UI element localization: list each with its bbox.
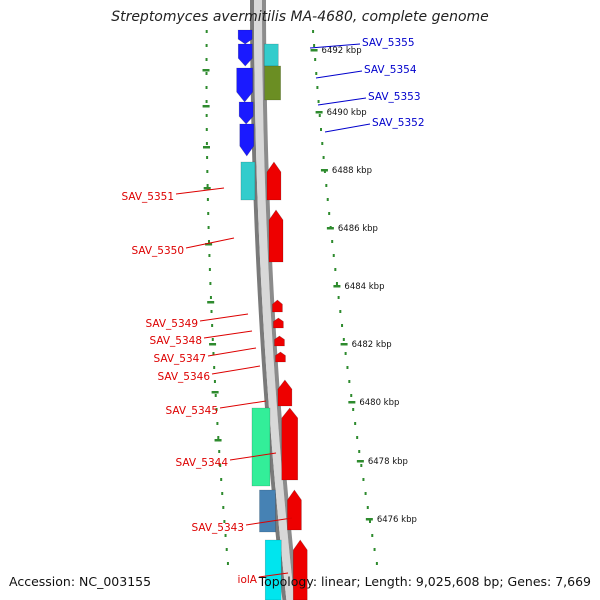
tick-label: 6486 kbp <box>338 224 378 234</box>
tick-label: 6490 kbp <box>327 108 367 118</box>
gene-feature-spring[interactable] <box>251 407 271 487</box>
tick-mark <box>202 69 210 72</box>
gene-feature-red-6[interactable] <box>275 351 286 363</box>
gene-feature-blue-1[interactable] <box>237 29 253 45</box>
gene-label-sav_5353[interactable]: SAV_5353 <box>368 91 421 103</box>
gene-feature-red-4[interactable] <box>273 317 284 329</box>
tick-mark <box>365 518 373 521</box>
leader-line <box>315 70 363 79</box>
gene-feature-red-2[interactable] <box>268 209 284 263</box>
tick-mark <box>348 401 356 404</box>
tick-label: 6488 kbp <box>332 166 372 176</box>
leader-line <box>317 97 367 106</box>
leader-line <box>175 187 225 195</box>
gene-features <box>236 29 308 600</box>
tick-label: 6480 kbp <box>359 398 399 408</box>
tick-label: 6482 kbp <box>352 340 392 350</box>
tick-mark <box>340 343 348 346</box>
gene-feature-red-3[interactable] <box>272 299 283 313</box>
gene-feature-red-5[interactable] <box>274 335 285 347</box>
leader-line <box>309 43 361 49</box>
track-core <box>254 0 295 600</box>
gene-label-iola[interactable]: iolA <box>238 574 258 586</box>
gene-feature-blue-5[interactable] <box>239 123 255 157</box>
leader-line <box>199 313 249 322</box>
tick-mark <box>211 391 219 394</box>
gene-feature-red-8[interactable] <box>281 407 299 481</box>
gene-feature-red-1[interactable] <box>266 161 282 201</box>
tick-mark <box>203 187 211 190</box>
tick-label: 6478 kbp <box>368 457 408 467</box>
leader-line <box>229 452 277 461</box>
tick-mark <box>214 439 222 442</box>
tick-mark <box>205 243 213 246</box>
gene-label-sav_5344[interactable]: SAV_5344 <box>175 457 228 469</box>
tick-label: 6484 kbp <box>344 282 384 292</box>
tick-mark <box>315 111 323 114</box>
gene-label-sav_5347[interactable]: SAV_5347 <box>153 353 206 365</box>
gene-label-sav_5355[interactable]: SAV_5355 <box>362 37 415 49</box>
gene-feature-olive[interactable] <box>264 65 281 101</box>
accession-text: Accession: NC_003155 <box>9 574 152 589</box>
tick-mark <box>310 49 318 52</box>
track-strand-left <box>250 0 287 600</box>
tick-mark <box>209 343 217 346</box>
gene-label-sav_5343[interactable]: SAV_5343 <box>191 522 244 534</box>
gene-feature-red-7[interactable] <box>277 379 293 407</box>
tick-mark <box>207 301 215 304</box>
leader-line <box>258 572 289 578</box>
tick-mark <box>333 285 341 288</box>
tick-mark <box>202 146 210 149</box>
gene-feature-red-10[interactable] <box>292 539 308 600</box>
map-title: Streptomyces avermitilis MA-4680, comple… <box>111 9 489 25</box>
leader-line <box>185 237 235 249</box>
leader-line <box>203 330 253 339</box>
leader-line <box>219 400 267 409</box>
gene-feature-red-9[interactable] <box>287 489 302 531</box>
gene-label-sav_5354[interactable]: SAV_5354 <box>364 64 417 76</box>
tick-mark <box>326 227 334 230</box>
leader-line <box>245 517 293 526</box>
gene-label-sav_5345[interactable]: SAV_5345 <box>165 405 218 417</box>
gene-label-sav_5348[interactable]: SAV_5348 <box>149 335 202 347</box>
gene-label-sav_5346[interactable]: SAV_5346 <box>157 371 210 383</box>
gene-feature-blue-2[interactable] <box>237 43 253 67</box>
gene-label-sav_5351[interactable]: SAV_5351 <box>121 191 174 203</box>
topology-text: Topology: linear; Length: 9,025,608 bp; … <box>258 574 591 589</box>
tick-mark <box>356 460 364 463</box>
tick-label: 6492 kbp <box>322 46 362 56</box>
gene-label-sav_5349[interactable]: SAV_5349 <box>145 318 198 330</box>
tick-label: 6476 kbp <box>377 515 417 525</box>
leader-line <box>207 347 257 357</box>
scale-ticks: 6492 kbp 6490 kbp 6488 kbp 6486 kbp 6484 kbp… <box>202 46 417 525</box>
gene-labels: SAV_5355 SAV_5354 SAV_5353 SAV_5352 SAV_5351… <box>121 37 424 586</box>
leader-line <box>211 365 261 375</box>
gene-feature-blue-4[interactable] <box>238 101 254 125</box>
gene-feature-blue-3[interactable] <box>236 67 253 103</box>
tick-mark <box>202 105 210 108</box>
dotted-guides <box>205 30 378 565</box>
gene-feature-aqua[interactable] <box>264 539 282 600</box>
gene-feature-cyan-2[interactable] <box>240 161 256 201</box>
left-guide-dots <box>205 30 229 565</box>
tick-mark <box>320 169 328 172</box>
gene-feature-cyan-1[interactable] <box>263 43 279 67</box>
leader-line <box>324 123 371 133</box>
gene-feature-steel[interactable] <box>259 489 276 533</box>
gene-label-sav_5350[interactable]: SAV_5350 <box>131 245 184 257</box>
gene-label-sav_5352[interactable]: SAV_5352 <box>372 117 425 129</box>
